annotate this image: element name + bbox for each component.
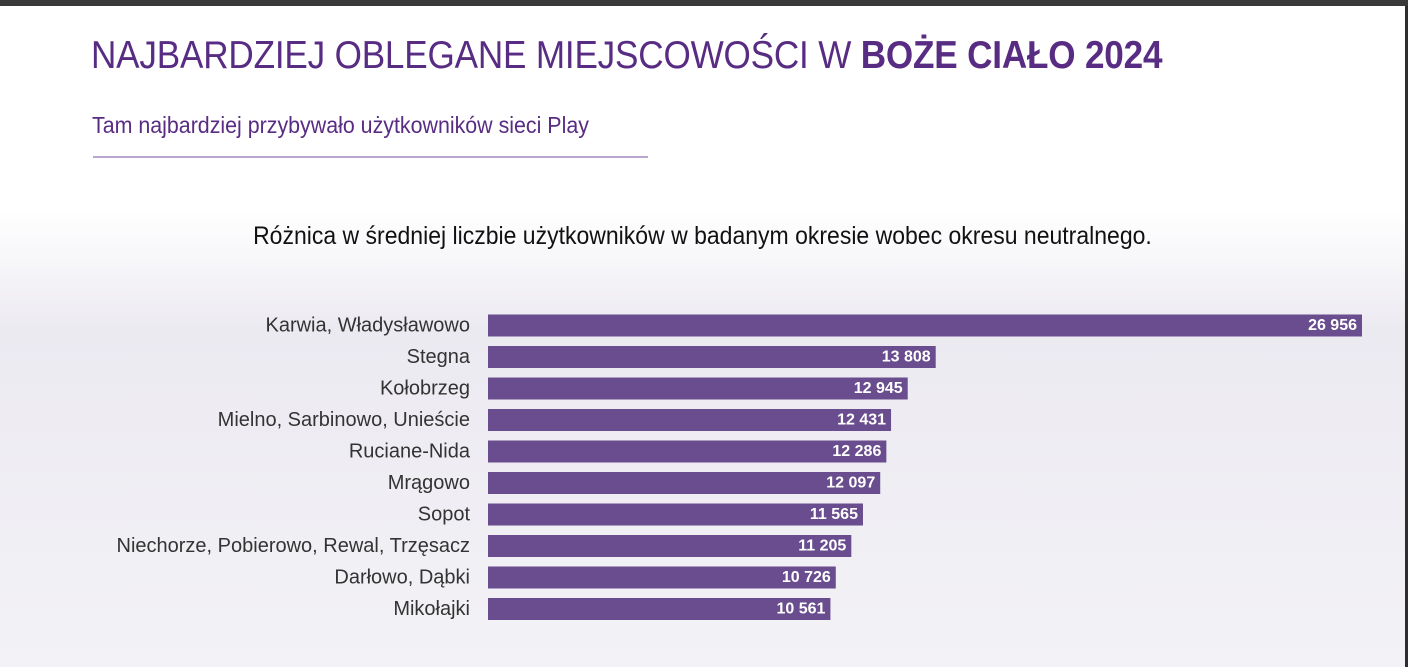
bar-value-label: 12 431 — [837, 412, 886, 429]
page-title-regular: NAJBARDZIEJ OBLEGANE MIEJSCOWOŚCI W — [91, 34, 861, 77]
category-label: Ruciane-Nida — [349, 441, 471, 463]
bar-value-label: 11 565 — [810, 506, 858, 523]
category-label: Kołobrzeg — [380, 378, 470, 400]
page-title: NAJBARDZIEJ OBLEGANE MIEJSCOWOŚCI W BOŻE… — [91, 34, 1162, 78]
category-label: Stegna — [407, 346, 471, 368]
bar — [488, 472, 881, 494]
category-label: Sopot — [418, 504, 471, 526]
bar — [488, 377, 908, 400]
bar-value-label: 10 561 — [776, 601, 825, 618]
bar-value-label: 13 808 — [882, 349, 931, 366]
header-divider — [93, 156, 648, 158]
bar-value-label: 26 956 — [1308, 317, 1357, 334]
bar — [488, 314, 1362, 337]
window-right-edge — [1405, 6, 1408, 667]
page-title-bold: BOŻE CIAŁO 2024 — [860, 34, 1163, 77]
category-label: Mikołajki — [393, 598, 470, 620]
bar-value-label: 12 945 — [854, 380, 903, 397]
bar-value-label: 10 726 — [782, 569, 831, 586]
bar-value-label: 12 097 — [826, 475, 875, 492]
bar — [488, 409, 892, 431]
chart-title: Różnica w średniej liczbie użytkowników … — [252, 222, 1152, 250]
bar — [488, 440, 887, 463]
bar-value-label: 11 205 — [798, 538, 846, 555]
category-label: Mielno, Sarbinowo, Unieście — [218, 409, 470, 431]
category-label: Karwia, Władysławowo — [265, 315, 470, 337]
bar — [488, 535, 852, 557]
chart-title-wrap: Różnica w średniej liczbie użytkowników … — [0, 222, 1404, 251]
bar — [488, 346, 936, 368]
page-subtitle: Tam najbardziej przybywało użytkowników … — [92, 112, 589, 138]
category-label: Niechorze, Pobierowo, Rewal, Trzęsacz — [117, 535, 470, 557]
category-label: Mrągowo — [388, 472, 470, 494]
bar-value-label: 12 286 — [832, 443, 881, 460]
bar — [488, 566, 836, 589]
window-top-bar — [0, 0, 1408, 6]
bar — [488, 598, 831, 620]
bar — [488, 503, 863, 526]
category-label: Darłowo, Dąbki — [334, 567, 470, 589]
